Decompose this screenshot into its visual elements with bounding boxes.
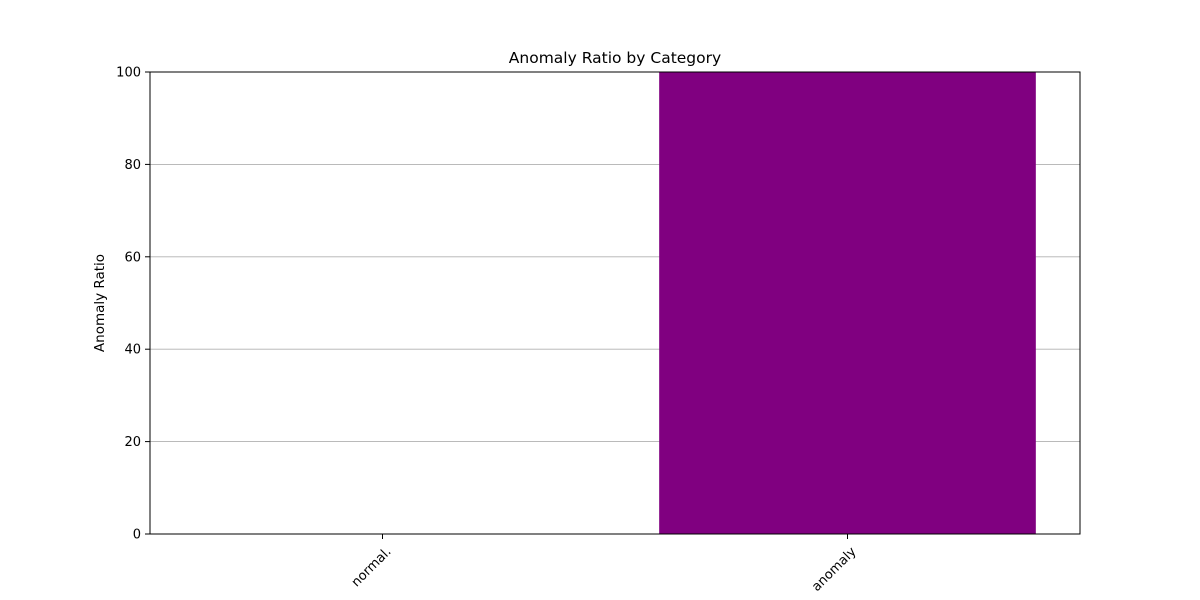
y-tick-label: 80 [124,158,141,173]
y-tick-label: 0 [133,528,141,543]
y-tick-label: 20 [124,435,141,450]
bars [659,72,1036,534]
y-tick-label: 100 [116,66,141,81]
plot-area-frame [149,71,1081,535]
y-axis-ticks: 0 20 40 60 80 100 [116,66,150,543]
chart-title: Anomaly Ratio by Category [509,49,721,67]
bar-anomaly [659,72,1036,534]
y-tick-label: 60 [124,250,141,265]
y-tick-label: 40 [124,343,141,358]
y-axis-label: Anomaly Ratio [92,254,108,352]
